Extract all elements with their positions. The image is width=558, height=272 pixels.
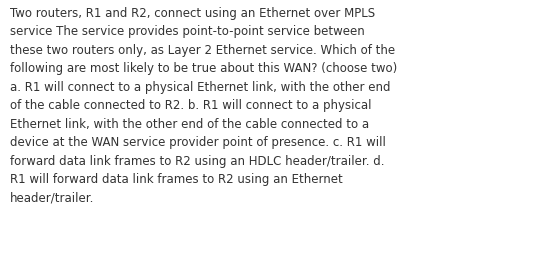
Text: Two routers, R1 and R2, connect using an Ethernet over MPLS
service The service : Two routers, R1 and R2, connect using an… [10, 7, 397, 205]
